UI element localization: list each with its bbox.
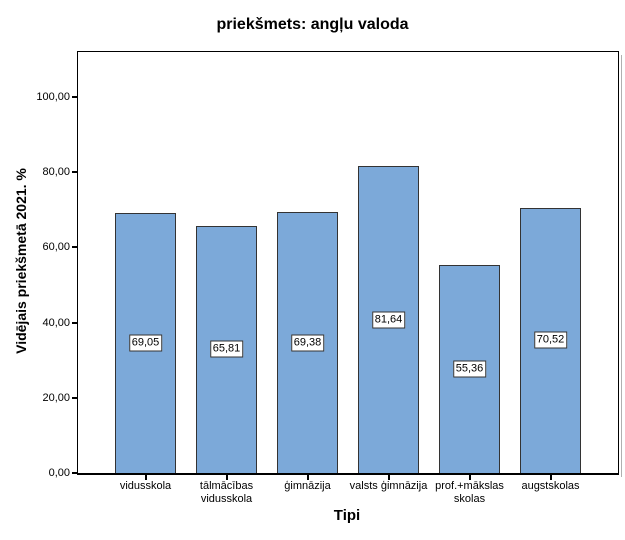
x-tick-label: ģimnāzija — [248, 480, 368, 493]
plot-area: 69,05 vidusskola 65,81 tālmācības vidusskola… — [36, 51, 619, 505]
x-tick-label-line: skolas — [453, 493, 486, 505]
bar-value-label: 65,81 — [209, 340, 244, 358]
x-tick-label: prof.+mākslas skolas — [410, 480, 530, 506]
x-axis-title: Tipi — [333, 507, 361, 524]
x-tick-label-line: prof.+mākslas — [435, 480, 504, 492]
y-axis-tick — [72, 396, 77, 399]
plot-frame-shadow — [621, 55, 622, 477]
chart-title: priekšmets: angļu valoda — [216, 16, 409, 33]
y-axis-tick — [72, 96, 77, 99]
x-tick-label-line: ģimnāzija — [284, 480, 331, 492]
x-tick-label: valsts ģimnāzija — [329, 480, 449, 493]
y-tick-label: 80,00 — [42, 166, 70, 179]
bar-value-label: 69,05 — [128, 334, 163, 352]
x-tick-label-line: tālmācības — [199, 480, 254, 492]
x-tick-label: vidusskola — [86, 480, 206, 493]
x-tick-label: augstskolas — [491, 480, 611, 493]
x-tick-label-line: vidusskola — [119, 480, 172, 492]
y-tick-label: 0,00 — [48, 467, 70, 479]
bar-value-label: 55,36 — [452, 360, 487, 378]
y-tick-label: 40,00 — [42, 316, 70, 329]
y-axis-tick — [72, 472, 77, 474]
y-tick-label: 100,00 — [36, 91, 70, 104]
x-tick-label-line: augstskolas — [521, 480, 580, 492]
bar-value-label: 70,52 — [533, 331, 568, 349]
x-axis-tick — [306, 475, 309, 480]
x-axis-tick — [144, 475, 147, 480]
x-tick-label-line: vidusskola — [200, 493, 253, 505]
y-axis-tick — [72, 321, 77, 324]
bar-value-label: 69,38 — [290, 334, 325, 352]
x-axis-tick — [468, 475, 471, 480]
y-axis-tick — [72, 171, 77, 174]
bar — [196, 225, 257, 473]
x-axis-tick — [549, 475, 552, 480]
x-tick-label: tālmācības vidusskola — [167, 480, 287, 506]
bar-value-label: 81,64 — [371, 311, 406, 329]
y-tick-label: 60,00 — [42, 241, 70, 254]
x-axis-tick — [225, 475, 228, 480]
y-tick-label: 20,00 — [42, 391, 70, 404]
y-axis-tick — [72, 246, 77, 249]
x-axis-tick — [387, 475, 390, 480]
x-tick-label-line: valsts ģimnāzija — [349, 480, 428, 492]
